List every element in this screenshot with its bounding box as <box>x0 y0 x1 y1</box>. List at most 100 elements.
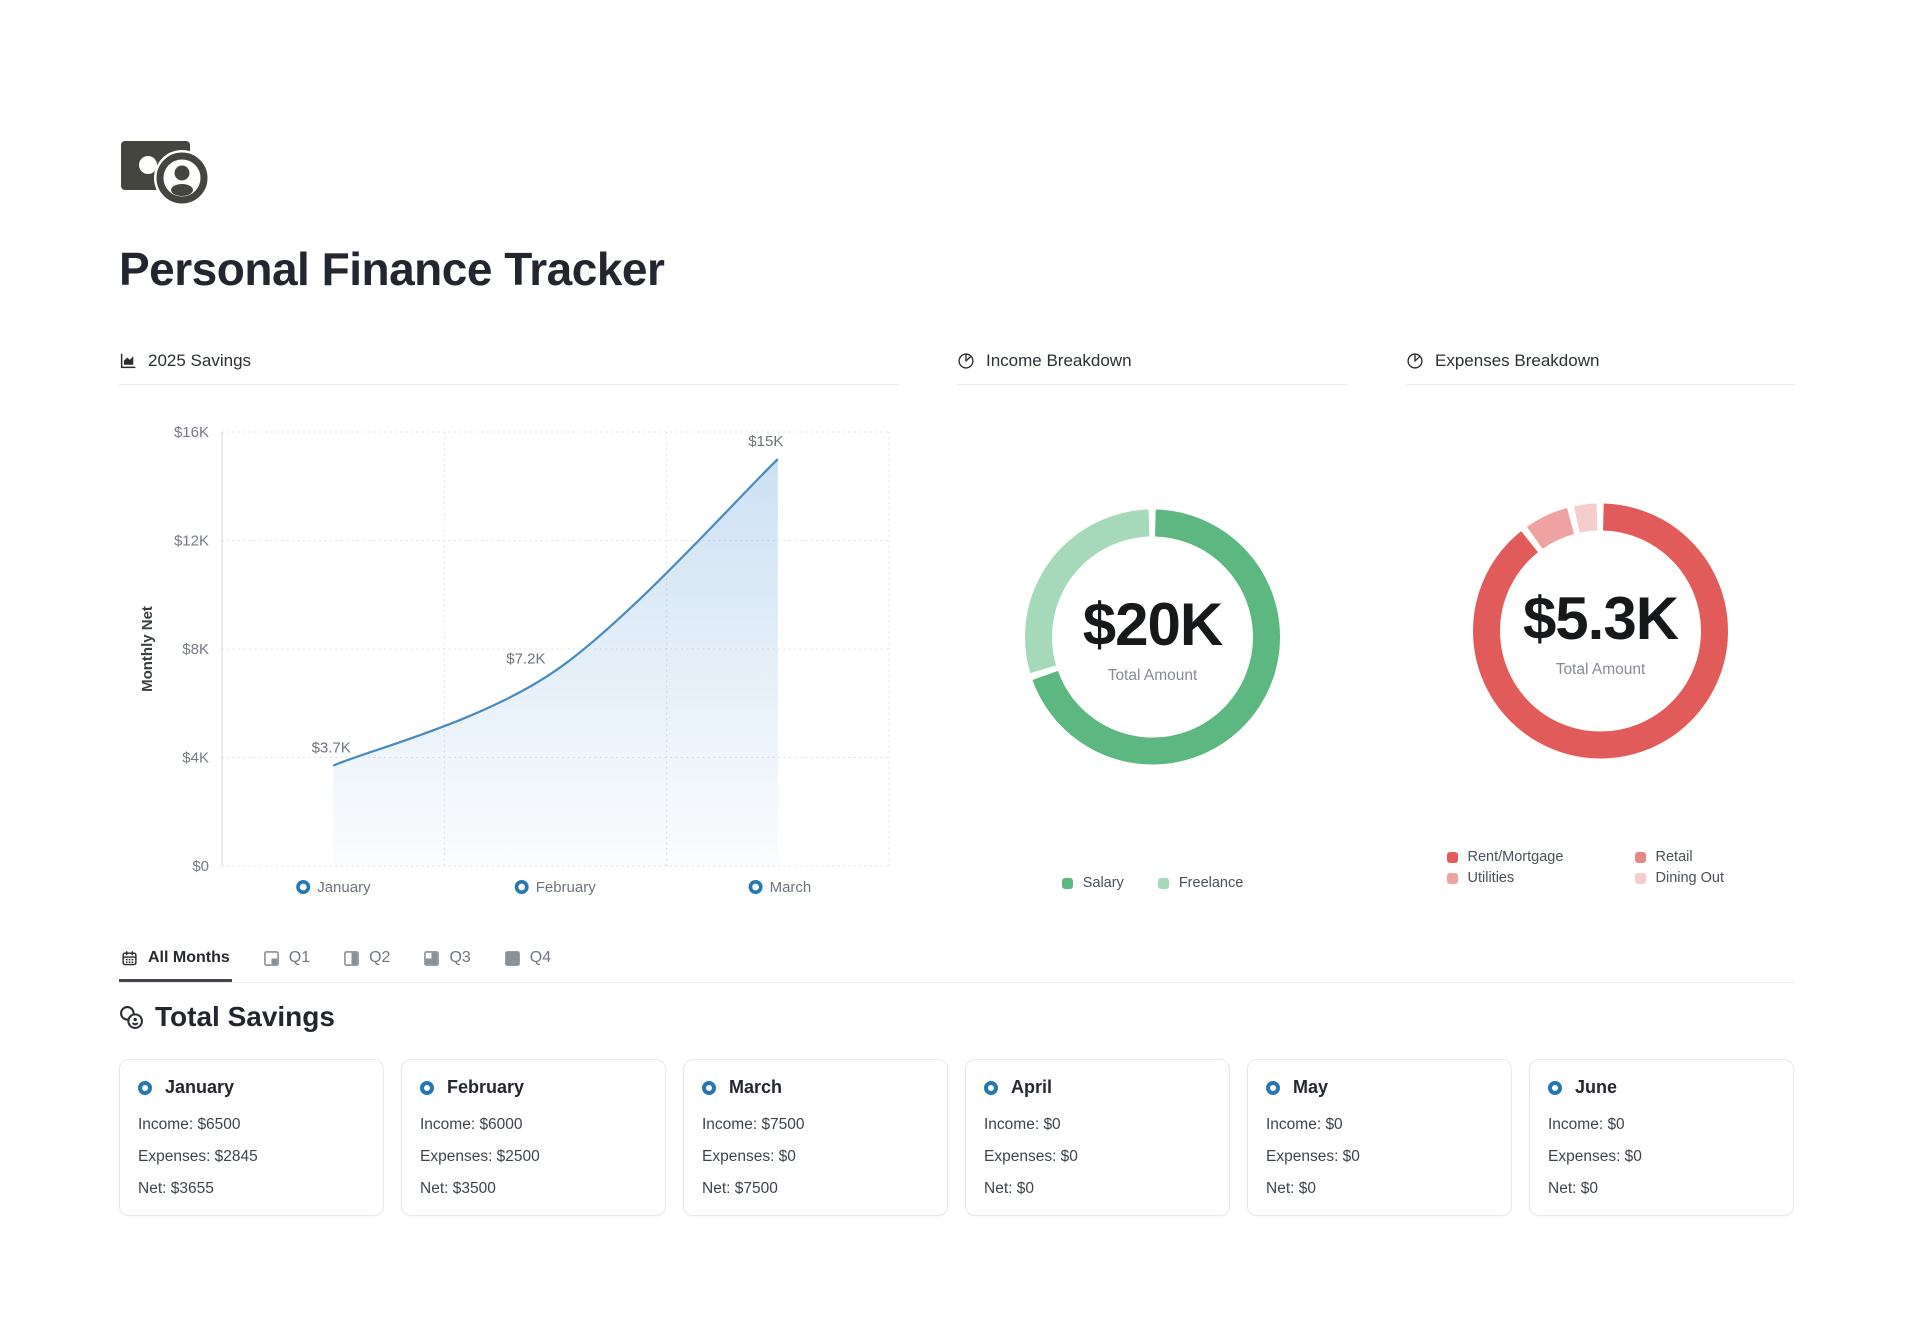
card-net: Net: $3500 <box>420 1180 496 1198</box>
savings-panel-title: 2025 Savings <box>148 351 252 371</box>
savings-area-chart: $16K $12K $8K $4K $0 Monthly Net $3.7K $7.2K $15… <box>139 424 890 896</box>
card-income: Income: $0 <box>1266 1116 1343 1134</box>
legend-item-retail: Retail <box>1634 849 1755 866</box>
svg-text:$12K: $12K <box>174 533 209 550</box>
coins-icon <box>120 1005 143 1029</box>
svg-text:$16K: $16K <box>174 424 209 441</box>
legend-item-salary: Salary <box>1061 875 1124 892</box>
ring-marker-icon <box>984 1080 998 1095</box>
calendar-icon <box>122 950 137 965</box>
income-panel-title: Income Breakdown <box>986 351 1132 371</box>
expenses-panel-title: Expenses Breakdown <box>1435 351 1600 371</box>
card-income: Income: $6500 <box>138 1116 241 1134</box>
card-expenses: Expenses: $0 <box>702 1148 796 1166</box>
card-net: Net: $7500 <box>702 1180 778 1198</box>
period-tabs: All Months Q1 Q2 Q3 <box>119 949 1794 984</box>
finance-tracker-page: Personal Finance Tracker 2025 Savings $1… <box>0 138 1920 1217</box>
card-expenses: Expenses: $2845 <box>138 1148 258 1166</box>
card-net: Net: $3655 <box>138 1180 214 1198</box>
legend-label: Salary <box>1082 875 1124 892</box>
month-cards: January Income: $6500 Expenses: $2845 Ne… <box>119 1059 1794 1217</box>
expenses-panel-header: Expenses Breakdown <box>1406 351 1795 386</box>
card-expenses: Expenses: $0 <box>1548 1148 1642 1166</box>
page-title: Personal Finance Tracker <box>119 243 665 295</box>
card-income: Income: $0 <box>1548 1116 1625 1134</box>
tab-q4[interactable]: Q4 <box>503 949 553 982</box>
card-expenses: Expenses: $0 <box>984 1148 1078 1166</box>
card-header: March <box>702 1077 929 1098</box>
ring-marker-icon <box>1548 1080 1562 1095</box>
card-month-name: January <box>165 1077 235 1098</box>
savings-panel: 2025 Savings $16K $12K $8K $4K $0 Monthly Net… <box>119 351 899 905</box>
legend-label: Rent/Mortgage <box>1467 849 1564 866</box>
income-legend: Salary Freelance <box>957 875 1348 891</box>
card-header: June <box>1548 1077 1775 1098</box>
month-card-may: May Income: $0 Expenses: $0 Net: $0 <box>1247 1059 1512 1217</box>
income-donut: $20K Total Amount <box>957 503 1348 771</box>
svg-text:January: January <box>317 879 371 896</box>
card-income: Income: $7500 <box>702 1116 805 1134</box>
ring-marker-icon <box>1266 1080 1280 1095</box>
quarter-2-icon <box>344 950 359 966</box>
dashboard-panels: 2025 Savings $16K $12K $8K $4K $0 Monthly Net… <box>119 351 1795 905</box>
legend-label: Freelance <box>1178 875 1244 892</box>
card-income: Income: $0 <box>984 1116 1061 1134</box>
pie-chart-icon <box>1407 353 1423 369</box>
tab-label: Q1 <box>288 949 311 967</box>
tab-q1[interactable]: Q1 <box>262 949 312 982</box>
tab-q3[interactable]: Q3 <box>422 949 472 982</box>
tab-label: Q4 <box>529 949 552 967</box>
legend-item-freelance: Freelance <box>1157 875 1244 892</box>
card-net: Net: $0 <box>984 1180 1034 1198</box>
dining-out-swatch <box>1634 872 1646 884</box>
quarter-3-icon <box>424 950 440 966</box>
ring-marker-icon <box>420 1080 434 1095</box>
savings-panel-header: 2025 Savings <box>119 351 899 386</box>
month-card-february: February Income: $6000 Expenses: $2500 N… <box>401 1059 666 1217</box>
tab-all-months[interactable]: All Months <box>119 949 232 983</box>
legend-label: Dining Out <box>1655 870 1725 887</box>
card-income: Income: $6000 <box>420 1116 523 1134</box>
card-month-name: April <box>1011 1077 1053 1098</box>
tab-label: Q3 <box>449 949 471 967</box>
card-month-name: March <box>729 1077 783 1098</box>
card-header: April <box>984 1077 1211 1098</box>
tab-label: All Months <box>148 949 230 967</box>
legend-item-rent: Rent/Mortgage <box>1446 849 1607 866</box>
month-card-march: March Income: $7500 Expenses: $0 Net: $7… <box>683 1059 948 1217</box>
total-savings-header: Total Savings <box>119 1001 1794 1033</box>
ring-marker-icon <box>702 1080 716 1095</box>
card-month-name: February <box>447 1077 525 1098</box>
expenses-panel: Expenses Breakdown $5.3K Total Amount Re… <box>1406 351 1795 886</box>
legend-label: Retail <box>1655 849 1693 866</box>
card-header: May <box>1266 1077 1493 1098</box>
expenses-legend: Rent/Mortgage Retail Utilities Dining Ou… <box>1406 849 1795 886</box>
retail-swatch <box>1634 851 1646 863</box>
svg-text:$15K: $15K <box>748 433 783 450</box>
legend-item-dining-out: Dining Out <box>1634 870 1755 887</box>
svg-text:February: February <box>536 879 597 896</box>
expenses-donut: $5.3K Total Amount <box>1406 497 1795 765</box>
card-month-name: June <box>1575 1077 1618 1098</box>
svg-text:March: March <box>770 879 812 896</box>
quarter-4-icon <box>504 950 520 966</box>
legend-label: Utilities <box>1467 870 1515 887</box>
salary-swatch <box>1061 877 1073 889</box>
money-logo-icon <box>121 141 210 206</box>
svg-text:$7.2K: $7.2K <box>506 651 545 668</box>
freelance-swatch <box>1157 877 1169 889</box>
svg-text:$0: $0 <box>192 858 209 875</box>
svg-text:Monthly Net: Monthly Net <box>139 606 156 692</box>
svg-text:$4K: $4K <box>182 750 209 767</box>
card-expenses: Expenses: $2500 <box>420 1148 540 1166</box>
card-expenses: Expenses: $0 <box>1266 1148 1360 1166</box>
expenses-donut-chart <box>1473 503 1728 759</box>
tab-q2[interactable]: Q2 <box>342 949 392 982</box>
svg-text:$8K: $8K <box>182 641 209 658</box>
income-panel-header: Income Breakdown <box>957 351 1348 386</box>
rent-swatch <box>1446 851 1458 863</box>
legend-item-utilities: Utilities <box>1446 870 1607 887</box>
total-savings-title: Total Savings <box>155 1001 335 1033</box>
card-header: February <box>420 1077 647 1098</box>
income-panel: Income Breakdown $20K Total Amount Salar… <box>957 351 1348 891</box>
